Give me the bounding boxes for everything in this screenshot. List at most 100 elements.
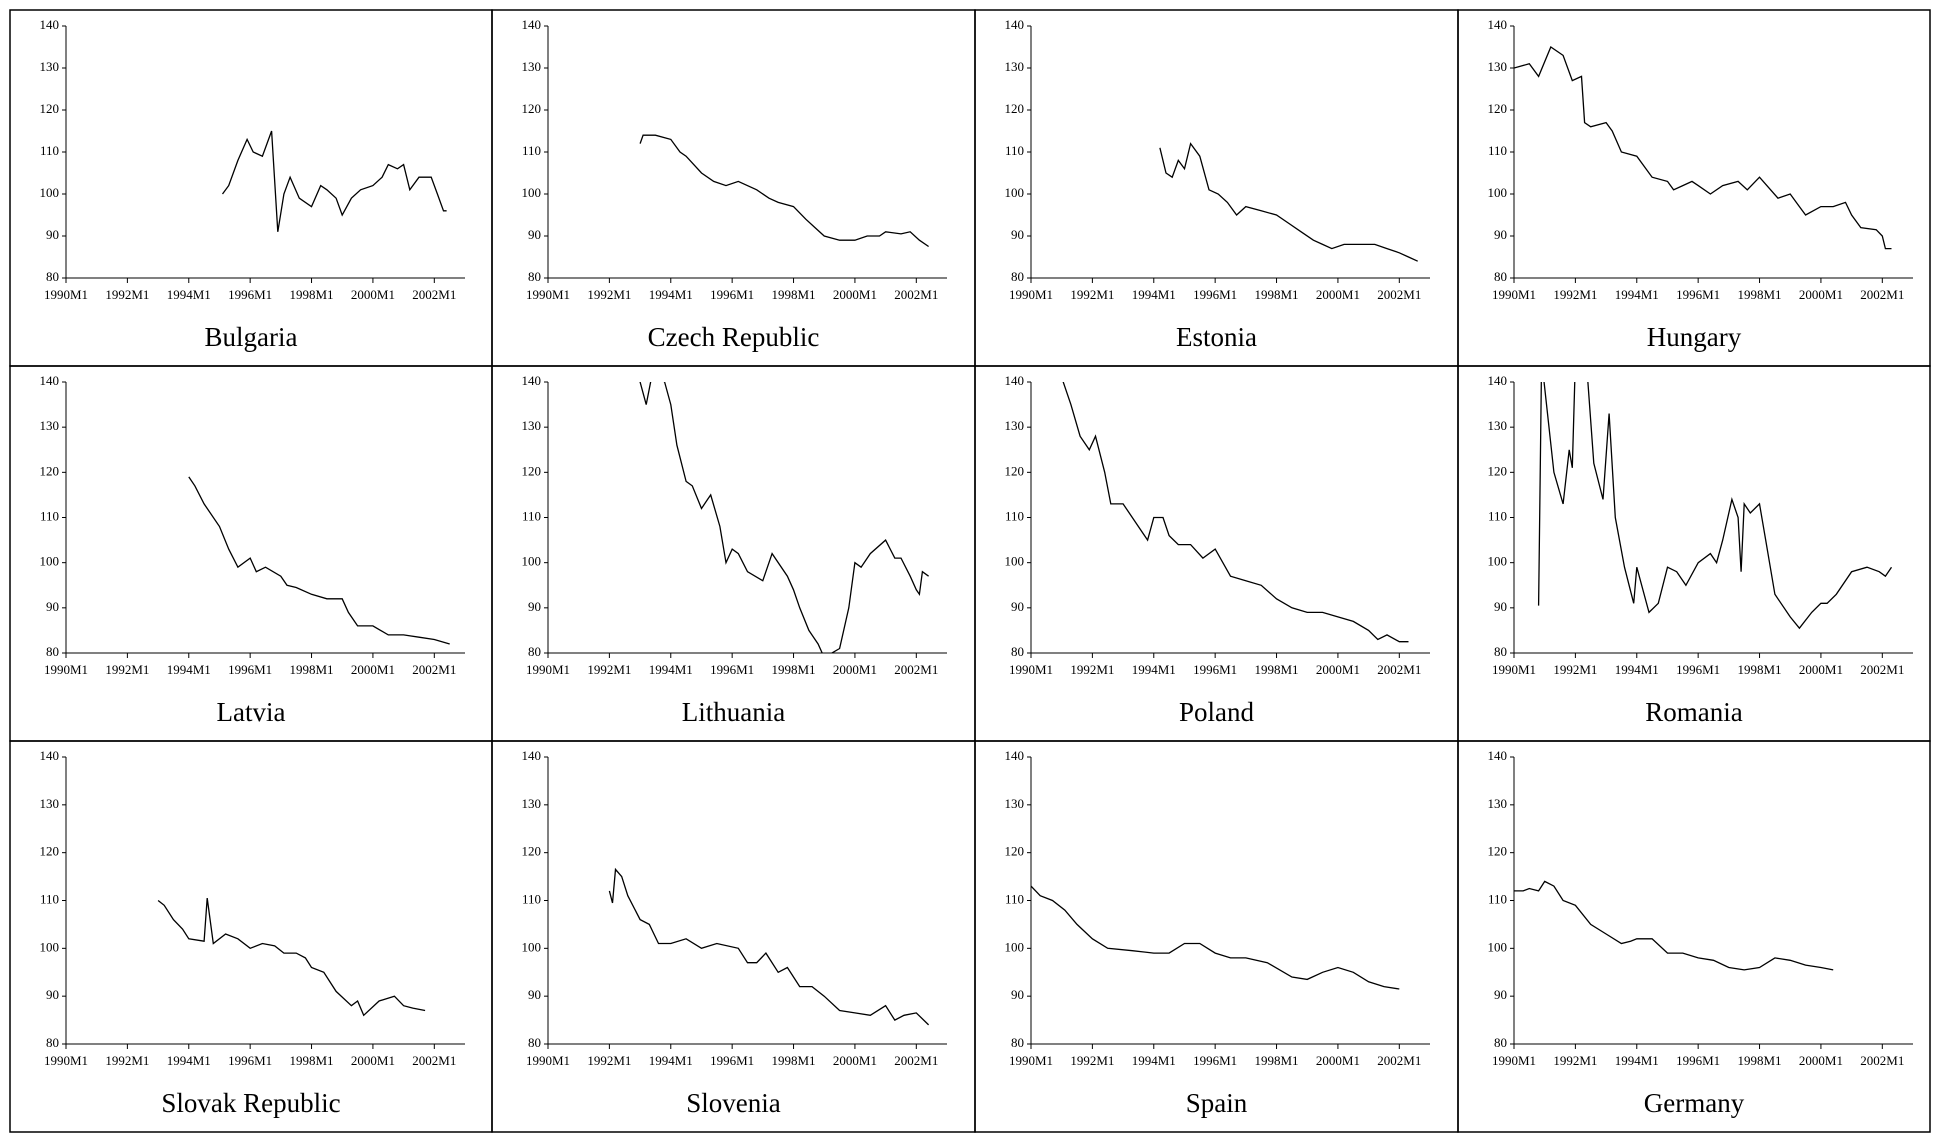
- plot-area: [157, 898, 426, 1017]
- x-tick-label: 1990M1: [1492, 287, 1536, 302]
- x-tick-label: 1996M1: [1193, 1053, 1237, 1068]
- x-tick-label: 1990M1: [44, 1053, 88, 1068]
- y-tick-label: 130: [522, 418, 542, 433]
- plot-area: [1062, 382, 1409, 643]
- x-tick-label: 1994M1: [649, 662, 693, 677]
- y-tick-label: 140: [40, 748, 60, 763]
- x-tick-label: 1992M1: [587, 1053, 631, 1068]
- panel-border: [9, 9, 493, 367]
- y-tick-label: 130: [40, 59, 60, 74]
- x-tick-label: 2000M1: [1799, 287, 1843, 302]
- y-tick-label: 120: [1005, 463, 1025, 478]
- y-tick-label: 110: [1488, 508, 1507, 523]
- y-tick-label: 80: [1011, 1035, 1024, 1050]
- x-tick-label: 1998M1: [1255, 287, 1299, 302]
- y-tick-label: 80: [1011, 269, 1024, 284]
- x-tick-label: 2000M1: [833, 287, 877, 302]
- y-tick-label: 90: [46, 987, 59, 1002]
- x-tick-label: 1996M1: [710, 1053, 754, 1068]
- y-tick-label: 100: [1005, 939, 1025, 954]
- y-tick-label: 90: [1494, 227, 1507, 242]
- x-tick-label: 2002M1: [412, 1053, 456, 1068]
- y-tick-label: 110: [1005, 143, 1024, 158]
- x-tick-label: 1998M1: [1255, 1053, 1299, 1068]
- y-tick-label: 120: [522, 101, 542, 116]
- data-line: [1062, 382, 1409, 643]
- panel-title: Germany: [1644, 1088, 1745, 1118]
- x-tick-label: 2002M1: [1377, 662, 1421, 677]
- y-tick-label: 100: [1488, 939, 1508, 954]
- plot-area: [1514, 46, 1892, 250]
- x-tick-label: 2002M1: [412, 287, 456, 302]
- x-tick-label: 2000M1: [1316, 287, 1360, 302]
- y-tick-label: 80: [528, 269, 541, 284]
- panel-title: Estonia: [1176, 322, 1257, 352]
- x-tick-label: 1994M1: [167, 1053, 211, 1068]
- x-tick-label: 2000M1: [1799, 662, 1843, 677]
- plot-area: [1514, 880, 1834, 971]
- y-tick-label: 90: [528, 987, 541, 1002]
- panel-border: [491, 740, 976, 1133]
- panel-border: [491, 365, 976, 742]
- y-tick-label: 120: [40, 101, 60, 116]
- x-tick-label: 1998M1: [772, 1053, 816, 1068]
- y-tick-label: 110: [1005, 508, 1024, 523]
- x-tick-label: 1990M1: [526, 1053, 570, 1068]
- y-tick-label: 110: [1488, 143, 1507, 158]
- panel-border: [1457, 365, 1931, 742]
- data-line: [188, 476, 450, 645]
- y-tick-label: 140: [40, 17, 60, 32]
- y-tick-label: 110: [1488, 891, 1507, 906]
- data-line: [608, 867, 930, 1026]
- x-tick-label: 1992M1: [1553, 1053, 1597, 1068]
- y-tick-label: 110: [1005, 891, 1024, 906]
- panel-title: Bulgaria: [205, 322, 298, 352]
- y-tick-label: 140: [522, 748, 542, 763]
- x-tick-label: 1992M1: [105, 662, 149, 677]
- panel-title: Hungary: [1647, 322, 1742, 352]
- y-tick-label: 120: [522, 844, 542, 859]
- y-tick-label: 110: [40, 508, 59, 523]
- x-tick-label: 2000M1: [833, 662, 877, 677]
- y-tick-label: 130: [1488, 59, 1508, 74]
- y-tick-label: 80: [1011, 644, 1024, 659]
- x-tick-label: 2002M1: [412, 662, 456, 677]
- y-tick-label: 100: [1005, 554, 1025, 569]
- x-tick-label: 1998M1: [290, 662, 334, 677]
- data-line: [157, 898, 426, 1017]
- y-tick-label: 120: [40, 463, 60, 478]
- x-tick-label: 1996M1: [1193, 287, 1237, 302]
- panel-title: Latvia: [217, 697, 286, 727]
- x-tick-label: 1992M1: [587, 287, 631, 302]
- x-tick-label: 1992M1: [105, 1053, 149, 1068]
- x-tick-label: 1992M1: [587, 662, 631, 677]
- x-tick-label: 1994M1: [1615, 1053, 1659, 1068]
- y-tick-label: 140: [1488, 373, 1508, 388]
- x-tick-label: 2000M1: [351, 662, 395, 677]
- data-line: [639, 382, 929, 653]
- panel-border: [491, 9, 976, 367]
- x-tick-label: 2000M1: [351, 287, 395, 302]
- x-tick-label: 1990M1: [526, 287, 570, 302]
- y-tick-label: 130: [522, 796, 542, 811]
- y-tick-label: 110: [522, 143, 541, 158]
- x-tick-label: 1994M1: [1132, 287, 1176, 302]
- panel-title: Lithuania: [682, 697, 785, 727]
- x-tick-label: 1992M1: [105, 287, 149, 302]
- y-tick-label: 120: [1005, 101, 1025, 116]
- y-tick-label: 100: [522, 939, 542, 954]
- plot-area: [639, 382, 929, 653]
- x-tick-label: 1998M1: [772, 662, 816, 677]
- x-tick-label: 1990M1: [1492, 1053, 1536, 1068]
- plot-area: [1159, 142, 1418, 262]
- y-tick-label: 130: [1488, 796, 1508, 811]
- y-tick-label: 120: [1488, 844, 1508, 859]
- x-tick-label: 2002M1: [1860, 1053, 1904, 1068]
- y-tick-label: 100: [1488, 185, 1508, 200]
- x-tick-label: 1998M1: [1738, 287, 1782, 302]
- data-line: [1537, 382, 1893, 630]
- y-tick-label: 90: [1011, 599, 1024, 614]
- y-tick-label: 130: [40, 796, 60, 811]
- panel-border: [974, 365, 1459, 742]
- x-tick-label: 1996M1: [1676, 287, 1720, 302]
